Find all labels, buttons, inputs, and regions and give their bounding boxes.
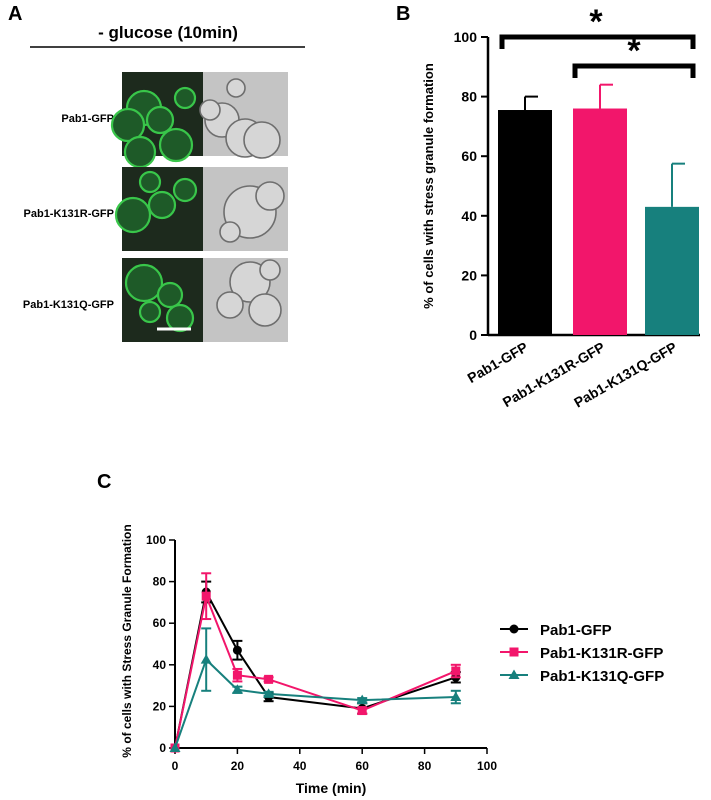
bar-chart-y-tick-label: 60: [461, 148, 477, 164]
microscopy-panel: - glucose (10min) Pab1-GFP Pab1-K131R-GFP…: [23, 23, 305, 342]
bar-chart-y-tick-label: 20: [461, 267, 477, 283]
legend-marker: [509, 647, 519, 657]
gfp-cell: [172, 177, 198, 203]
bar-chart-x-tick-label: Pab1-GFP: [465, 339, 531, 386]
series-point: [356, 694, 368, 705]
line-chart: % of cells with Stress Granule Formation…: [120, 524, 664, 796]
line-chart-y-tick-label: 100: [146, 533, 166, 547]
series-point: [200, 654, 212, 664]
bar-pab1-k131r-gfp: [573, 108, 627, 336]
line-chart-x-tick-label: 20: [231, 759, 245, 773]
series-point: [357, 706, 367, 716]
line-chart-y-tick-label: 40: [153, 658, 167, 672]
brightfield-cell: [248, 293, 282, 327]
series-line: [174, 592, 457, 749]
panel-label-a: A: [8, 3, 22, 25]
strain-label: Pab1-GFP: [61, 113, 114, 125]
legend-marker: [508, 669, 520, 679]
line-chart-x-tick-label: 100: [477, 759, 497, 773]
strain-label: Pab1-K131R-GFP: [24, 208, 114, 220]
legend-label: Pab1-GFP: [540, 622, 612, 639]
line-chart-xlabel: Time (min): [296, 780, 367, 796]
strain-label: Pab1-K131Q-GFP: [23, 299, 114, 311]
bar-chart-y-tick-label: 40: [461, 208, 477, 224]
gfp-cell: [173, 86, 197, 110]
bar-chart: % of cells with stress granule formation…: [421, 3, 700, 411]
line-chart-x-tick-label: 80: [418, 759, 432, 773]
line-chart-ylabel: % of cells with Stress Granule Formation: [120, 524, 134, 757]
gfp-cell: [138, 300, 162, 324]
brightfield-cell: [216, 291, 244, 319]
gfp-cell: [165, 303, 195, 333]
bar-chart-y-tick-label: 100: [454, 29, 478, 45]
legend-label: Pab1-K131Q-GFP: [540, 668, 664, 685]
brightfield-cell: [243, 121, 281, 159]
series-point: [232, 645, 242, 655]
brightfield-cell: [259, 259, 281, 281]
line-chart-y-tick-label: 0: [159, 741, 166, 755]
gfp-cell: [124, 263, 164, 303]
bar-pab1-k131q-gfp: [645, 206, 699, 335]
significance-bracket: [499, 34, 696, 49]
brightfield-cell: [226, 78, 246, 98]
bar-chart-ylabel: % of cells with stress granule formation: [421, 63, 436, 309]
brightfield-cell: [219, 221, 241, 243]
gfp-cell: [156, 281, 184, 309]
series-point: [232, 670, 242, 680]
brightfield-cell: [199, 99, 221, 121]
condition-header: - glucose (10min): [98, 23, 238, 42]
series-point: [201, 591, 211, 601]
bar-chart-y-tick-label: 80: [461, 89, 477, 105]
gfp-cell: [123, 135, 157, 169]
significance-bracket: [572, 63, 696, 78]
line-chart-x-tick-label: 40: [293, 759, 307, 773]
series-point: [450, 691, 462, 702]
gfp-cell: [110, 107, 146, 143]
gfp-cell: [138, 170, 162, 194]
line-chart-y-tick-label: 80: [153, 575, 167, 589]
legend-marker: [509, 624, 519, 634]
legend-entry: Pab1-K131Q-GFP: [500, 668, 664, 685]
panel-label-b: B: [396, 3, 410, 25]
bar-chart-y-tick-label: 0: [469, 327, 477, 343]
bar-pab1-gfp: [498, 110, 552, 335]
brightfield-cell: [255, 181, 285, 211]
panel-label-c: C: [97, 471, 111, 493]
series-point: [231, 684, 243, 694]
series-pab1-k131r-gfp: [170, 572, 461, 753]
legend-label: Pab1-K131R-GFP: [540, 645, 663, 662]
line-chart-x-tick-label: 60: [356, 759, 370, 773]
series-point: [169, 742, 181, 752]
gfp-cell: [147, 190, 177, 220]
gfp-cell: [158, 127, 194, 163]
legend-entry: Pab1-GFP: [500, 622, 612, 639]
legend-entry: Pab1-K131R-GFP: [500, 645, 663, 662]
gfp-cell: [114, 196, 152, 234]
significance-marker: *: [589, 3, 603, 41]
series-point: [451, 666, 461, 676]
significance-marker: *: [627, 32, 641, 70]
series-point: [263, 688, 275, 698]
series-point: [264, 674, 274, 684]
line-chart-y-tick-label: 60: [153, 616, 167, 630]
series-line: [174, 657, 456, 749]
line-chart-x-tick-label: 0: [172, 759, 179, 773]
series-pab1-k131q-gfp: [169, 627, 462, 752]
line-chart-y-tick-label: 20: [153, 699, 167, 713]
gfp-cell: [145, 105, 175, 135]
